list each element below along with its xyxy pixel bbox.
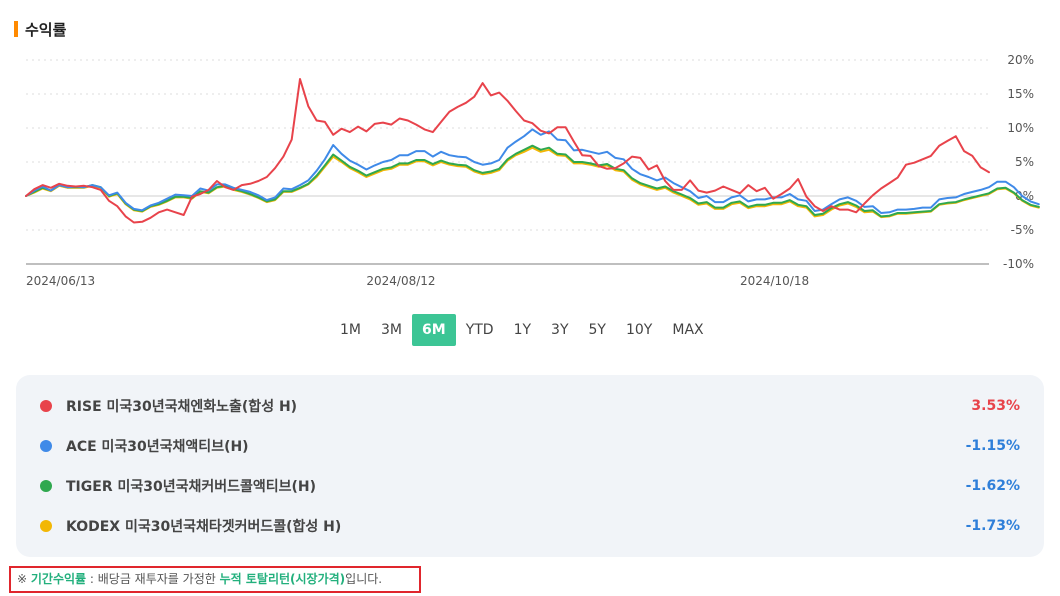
period-tab-1y[interactable]: 1Y — [513, 322, 532, 338]
period-tabs: 1M 3M 6M YTD 1Y 3Y 5Y 10Y MAX — [330, 314, 714, 346]
period-tab-3m[interactable]: 3M — [381, 322, 402, 338]
series-line-0 — [25, 78, 990, 224]
note-term: 기간수익률 — [30, 572, 87, 586]
note-highlight: 누적 토탈리턴(시장가격) — [219, 572, 346, 586]
legend-dot-icon — [40, 440, 52, 452]
y-tick-label: 20% — [1007, 53, 1034, 67]
series-line-1 — [25, 128, 1040, 214]
legend-row: ACE 미국30년국채액티브(H) -1.15% — [16, 431, 1044, 461]
period-tab-max[interactable]: MAX — [672, 322, 704, 338]
fund-legend: RISE 미국30년국채엔화노출(합성 H) 3.53% ACE 미국30년국채액티… — [16, 375, 1044, 557]
legend-row: TIGER 미국30년국채커버드콜액티브(H) -1.62% — [16, 471, 1044, 501]
title-marker — [14, 21, 18, 37]
period-tab-3y[interactable]: 3Y — [551, 322, 569, 338]
x-tick-label: 2024/08/12 — [366, 274, 435, 288]
x-tick-label: 2024/10/18 — [740, 274, 809, 288]
fund-return: -1.15% — [965, 438, 1020, 454]
y-tick-label: -10% — [1003, 257, 1034, 271]
section-title: 수익률 — [14, 18, 66, 40]
y-tick-label: 10% — [1007, 121, 1034, 135]
y-tick-label: 15% — [1007, 87, 1034, 101]
y-tick-label: -5% — [1011, 223, 1034, 237]
note-suffix: 입니다. — [345, 572, 383, 586]
chart-title: 수익률 — [25, 20, 67, 39]
legend-dot-icon — [40, 480, 52, 492]
series-line-3 — [25, 146, 1040, 219]
returns-line-chart: 20%15%10%5%0%-5%-10%2024/06/13 2024/08/12… — [25, 53, 1040, 288]
period-return-note: ※ 기간수익률 : 배당금 재투자를 가정한 누적 토탈리턴(시장가격)입니다. — [9, 566, 421, 593]
period-tab-1m[interactable]: 1M — [340, 322, 361, 338]
fund-return: 3.53% — [971, 398, 1020, 414]
y-tick-label: 5% — [1015, 155, 1034, 169]
legend-row: RISE 미국30년국채엔화노출(합성 H) 3.53% — [16, 391, 1044, 421]
legend-row: KODEX 미국30년국채타겟커버드콜(합성 H) -1.73% — [16, 511, 1044, 541]
fund-name: TIGER 미국30년국채커버드콜액티브(H) — [66, 479, 317, 495]
fund-return: -1.62% — [965, 478, 1020, 494]
note-prefix: ※ — [17, 572, 31, 586]
fund-name: ACE 미국30년국채액티브(H) — [66, 439, 249, 455]
fund-name: KODEX 미국30년국채타겟커버드콜(합성 H) — [66, 519, 342, 535]
period-tab-5y[interactable]: 5Y — [588, 322, 606, 338]
period-tab-10y[interactable]: 10Y — [625, 322, 653, 338]
legend-dot-icon — [40, 520, 52, 532]
period-tab-6m[interactable]: 6M — [412, 314, 456, 346]
series-line-2 — [25, 144, 1040, 218]
note-middle: : 배당금 재투자를 가정한 — [86, 572, 220, 586]
legend-dot-icon — [40, 400, 52, 412]
x-tick-label: 2024/06/13 — [26, 274, 95, 288]
fund-return: -1.73% — [965, 518, 1020, 534]
period-tab-ytd[interactable]: YTD — [465, 322, 494, 338]
fund-name: RISE 미국30년국채엔화노출(합성 H) — [66, 399, 298, 415]
